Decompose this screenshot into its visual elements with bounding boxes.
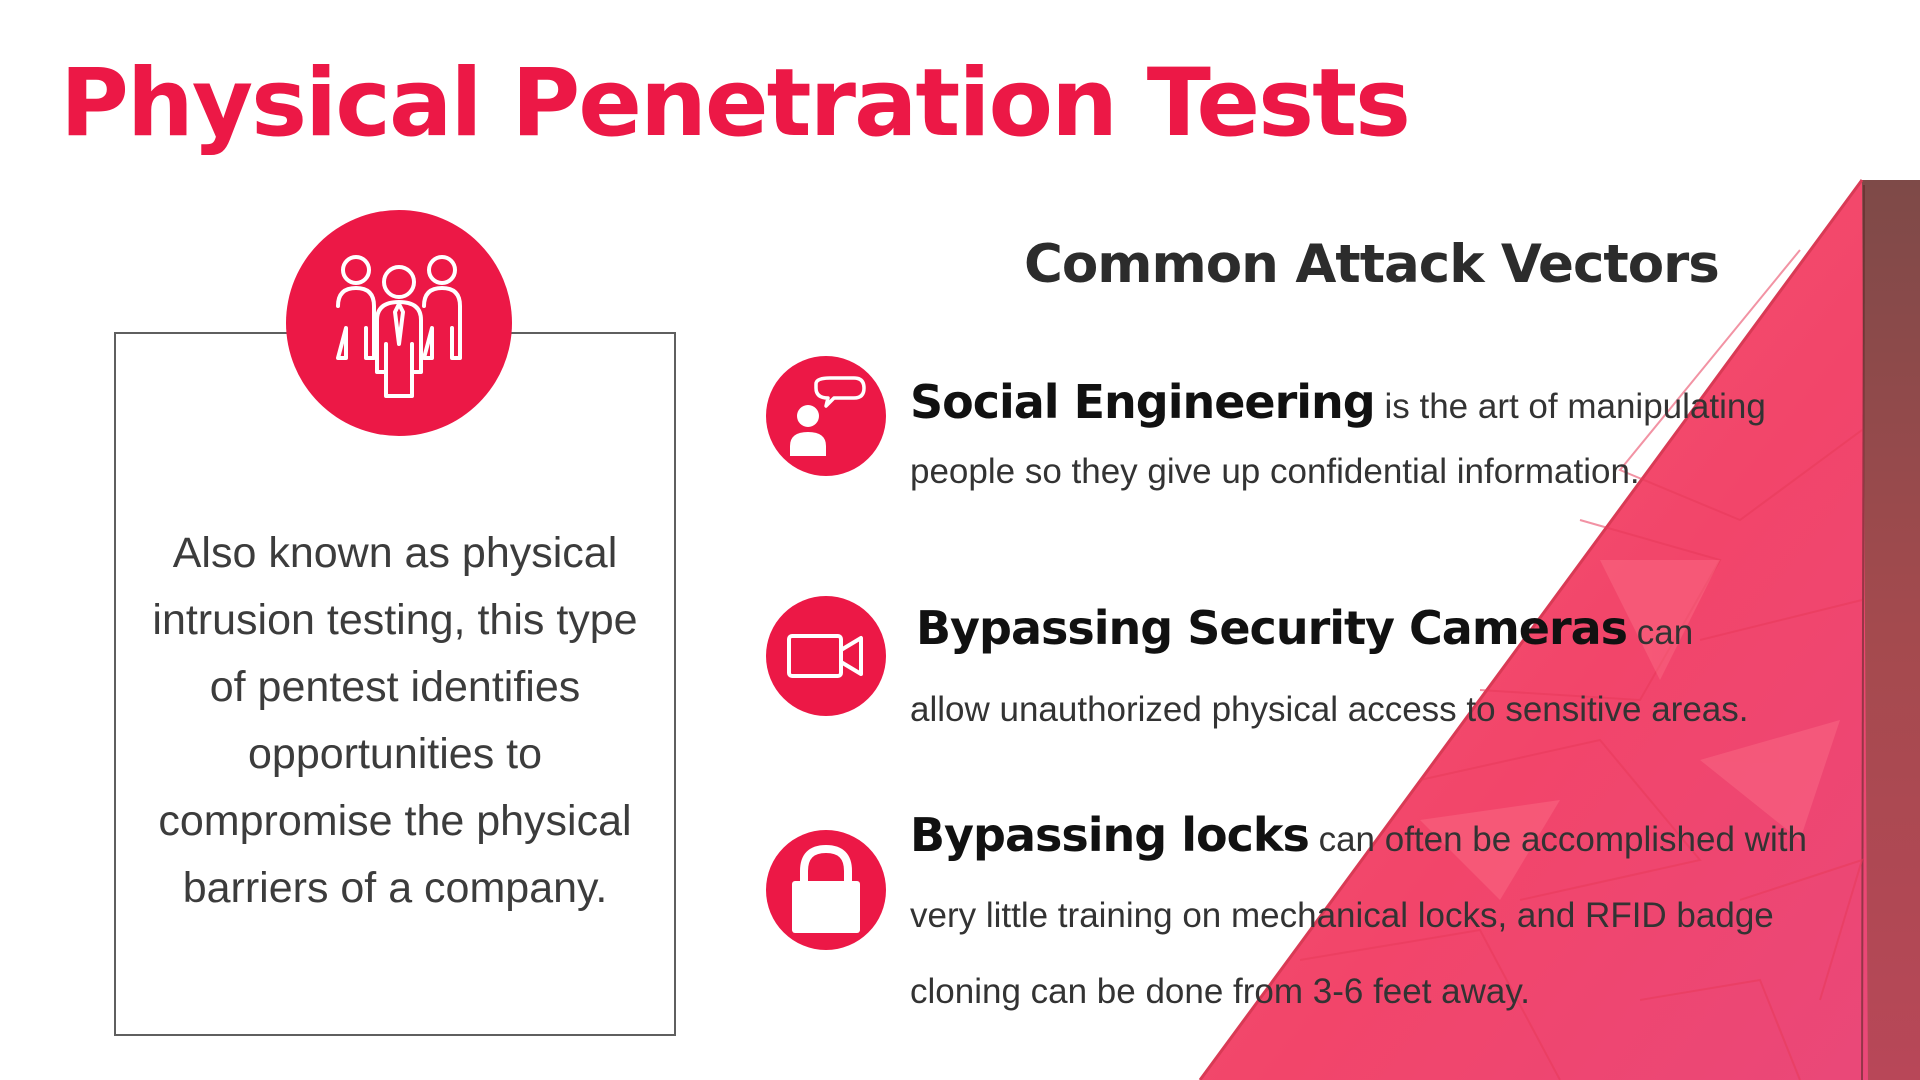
locks-icon-badge bbox=[766, 830, 886, 950]
security-cameras-icon-badge bbox=[766, 596, 886, 716]
pyramid-side bbox=[1862, 180, 1920, 1080]
video-camera-icon bbox=[787, 634, 863, 678]
section-heading: Common Attack Vectors bbox=[1024, 234, 1720, 295]
padlock-icon bbox=[792, 845, 860, 933]
social-engineering-title: Social Engineering bbox=[910, 375, 1376, 429]
locks-item: Bypassing locks can often be accomplishe… bbox=[910, 797, 1840, 1030]
person-speech-bubble-icon bbox=[790, 376, 866, 456]
social-engineering-item: Social Engineering is the art of manipul… bbox=[910, 370, 1770, 504]
security-cameras-description: can allow unauthorized physical access t… bbox=[910, 613, 1749, 729]
locks-description: can often be accomplished with very litt… bbox=[910, 820, 1807, 1011]
team-people-icon bbox=[336, 255, 462, 398]
slide-title: Physical Penetration Tests bbox=[60, 49, 1411, 158]
locks-title: Bypassing locks bbox=[910, 808, 1310, 862]
pyramid-face bbox=[1200, 180, 1920, 1080]
social-engineering-description: is the art of manipulating people so the… bbox=[910, 387, 1766, 491]
intro-card: Also known as physical intrusion testing… bbox=[114, 332, 676, 1036]
intro-icon-badge bbox=[286, 210, 512, 436]
social-engineering-icon-badge bbox=[766, 356, 886, 476]
security-cameras-item: Bypassing Security Cameras can allow una… bbox=[910, 590, 1770, 748]
security-cameras-title: Bypassing Security Cameras bbox=[916, 601, 1628, 655]
intro-description: Also known as physical intrusion testing… bbox=[152, 529, 638, 912]
